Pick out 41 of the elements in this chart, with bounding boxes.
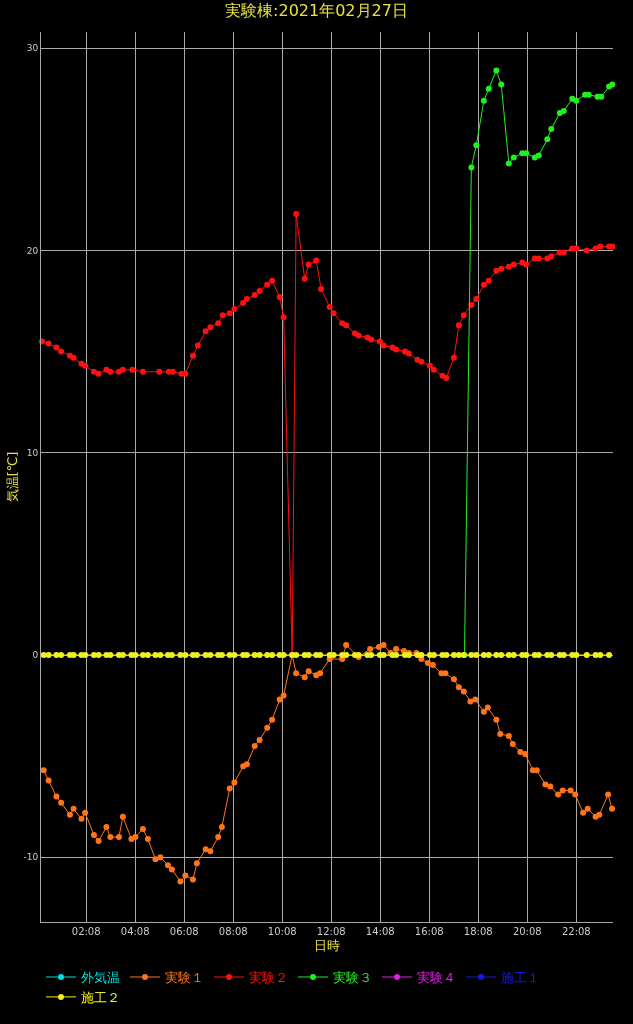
y-tick-label: 20 <box>26 245 39 256</box>
legend-label: 実験３ <box>333 970 372 986</box>
legend-label: 実験１ <box>165 970 204 986</box>
point <box>523 150 530 157</box>
point <box>598 93 605 100</box>
y-tick-label: 10 <box>26 447 39 458</box>
point <box>505 160 512 167</box>
point <box>473 142 480 149</box>
y-tick-label: 30 <box>26 43 39 54</box>
y-tick-label: 0 <box>32 650 39 661</box>
x-tick-label: 06:08 <box>169 926 199 937</box>
point <box>485 85 492 92</box>
x-tick-label: 18:08 <box>463 926 493 937</box>
point <box>498 81 505 88</box>
x-axis-title: 日時 <box>314 937 340 953</box>
point <box>544 136 551 143</box>
x-tick-label: 08:08 <box>218 926 248 937</box>
y-axis-title: 気温[℃] <box>5 451 21 503</box>
x-tick-label: 14:08 <box>365 926 395 937</box>
x-tick-label: 10:08 <box>267 926 297 937</box>
point <box>535 152 542 159</box>
point <box>468 164 475 171</box>
x-tick-label: 12:08 <box>316 926 346 937</box>
y-tick-label: -10 <box>23 852 39 863</box>
point <box>573 97 580 104</box>
legend-label: 実験４ <box>417 970 456 986</box>
point <box>548 126 555 133</box>
x-tick-label: 16:08 <box>414 926 444 937</box>
x-tick-label: 02:08 <box>71 926 101 937</box>
legend-label: 実験２ <box>249 970 288 986</box>
chart-title: 実験棟:2021年02月27日 <box>225 1 408 21</box>
legend-label: 施工２ <box>81 989 120 1005</box>
legend-label: 施工１ <box>501 970 540 986</box>
point <box>480 97 487 104</box>
point <box>560 107 567 114</box>
x-tick-label: 20:08 <box>512 926 542 937</box>
x-tick-label: 04:08 <box>120 926 150 937</box>
point <box>510 154 517 161</box>
x-tick-label: 22:08 <box>561 926 591 937</box>
point <box>493 67 500 74</box>
legend-label: 外気温 <box>81 970 120 986</box>
